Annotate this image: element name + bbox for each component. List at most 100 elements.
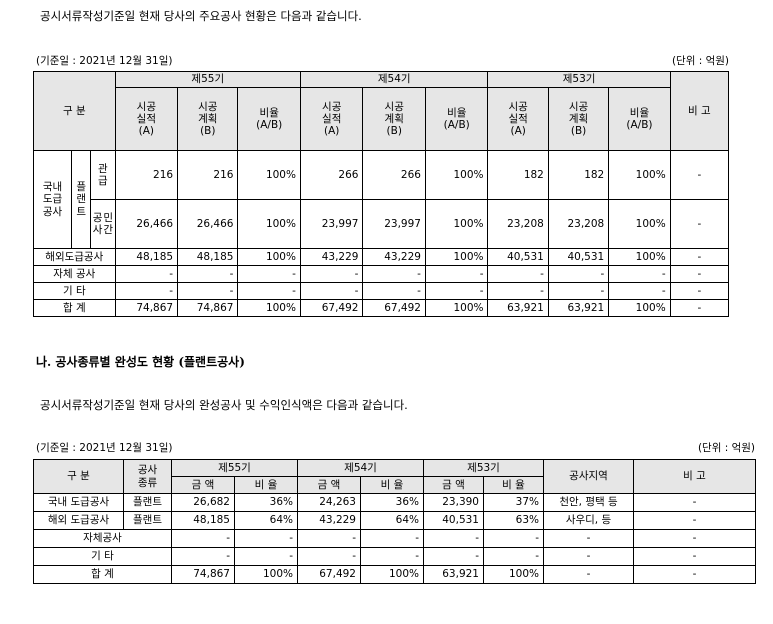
value-cell: - [299, 265, 364, 283]
value-cell: - [360, 529, 424, 548]
value-cell: - [424, 265, 489, 283]
region-cell: 사우디, 등 [543, 511, 634, 530]
value-cell: 100% [237, 299, 301, 317]
value-cell: 63,921 [547, 299, 610, 317]
row-label: 자체 공사 [33, 265, 116, 283]
value-cell: 48,185 [171, 511, 235, 530]
value-cell: - [114, 282, 179, 300]
subheader-cell: 비율 (A/B) [424, 87, 489, 151]
value-cell: - [171, 547, 235, 566]
value-cell: - [424, 282, 489, 300]
value-cell: 100% [608, 248, 671, 266]
value-cell: - [487, 282, 549, 300]
row-label: 기 타 [33, 547, 172, 566]
row-label: 기 타 [33, 282, 116, 300]
region-cell: 천안, 평택 등 [543, 493, 634, 512]
remarks-cell: - [669, 265, 730, 283]
section2-date-note: (기준일 : 2021년 12월 31일) [36, 442, 173, 454]
row-label: 해외도급공사 [33, 248, 116, 266]
amount-header: 금 액 [297, 476, 361, 494]
amount-header: 금 액 [423, 476, 484, 494]
value-cell: - [297, 529, 361, 548]
value-cell: - [177, 265, 239, 283]
category-header: 구 분 [33, 459, 124, 494]
value-cell: 43,229 [297, 511, 361, 530]
row-label: 자체공사 [33, 529, 172, 548]
remarks-cell: - [669, 199, 730, 249]
value-cell: 40,531 [487, 248, 549, 266]
period-header: 제55기 [171, 459, 298, 477]
value-cell: 36% [234, 493, 298, 512]
ratio-header: 비 율 [360, 476, 424, 494]
period-header: 제53기 [487, 71, 671, 88]
value-cell: 100% [234, 565, 298, 584]
domestic-label: 국내 도급 공사 [32, 150, 73, 249]
period-header: 제55기 [114, 71, 301, 88]
value-cell: - [297, 547, 361, 566]
remarks-cell: - [633, 547, 756, 566]
row-label: 해외 도급공사 [33, 511, 124, 530]
section2-unit-note: (단위 : 억원) [697, 442, 755, 454]
value-cell: - [547, 282, 610, 300]
value-cell: - [114, 265, 179, 283]
type-cell: 플랜트 [123, 493, 172, 512]
value-cell: 100% [424, 299, 489, 317]
section2-heading: 나. 공사종류별 완성도 현황 (플랜트공사) [36, 355, 245, 369]
subheader-cell: 시공 계획 (B) [547, 87, 610, 151]
region-cell: - [543, 547, 634, 566]
type-cell: 플랜트 [123, 511, 172, 530]
plant-label: 플 랜 트 [71, 150, 92, 249]
remarks-header: 비 고 [669, 71, 730, 151]
value-cell: 63,921 [487, 299, 549, 317]
row-label: 국내 도급공사 [33, 493, 124, 512]
construction-status-table: 구 분 제55기 제54기 제53기 비 고 시공 실적 (A) 시공 계획 (B… [32, 71, 730, 317]
region-header: 공사지역 [543, 459, 634, 494]
value-cell: 26,466 [177, 199, 239, 249]
subheader-cell: 시공 실적 (A) [114, 87, 179, 151]
value-cell: - [608, 265, 671, 283]
value-cell: 100% [360, 565, 424, 584]
subheader-cell: 시공 계획 (B) [362, 87, 426, 151]
value-cell: - [234, 529, 298, 548]
value-cell: 74,867 [177, 299, 239, 317]
category-header: 구 분 [33, 71, 116, 151]
value-cell: - [487, 265, 549, 283]
value-cell: 182 [487, 150, 549, 200]
value-cell: 100% [424, 150, 489, 200]
value-cell: - [362, 265, 426, 283]
value-cell: 63% [483, 511, 544, 530]
value-cell: 23,997 [362, 199, 426, 249]
value-cell: 74,867 [114, 299, 179, 317]
subheader-cell: 비율 (A/B) [608, 87, 671, 151]
period-header: 제54기 [299, 71, 489, 88]
subheader-cell: 시공 계획 (B) [177, 87, 239, 151]
subheader-cell: 시공 실적 (A) [487, 87, 549, 151]
value-cell: 26,682 [171, 493, 235, 512]
value-cell: 43,229 [299, 248, 364, 266]
value-cell: 266 [362, 150, 426, 200]
private-label-a: 공 사 [92, 211, 103, 236]
value-cell: - [299, 282, 364, 300]
section1-date-note: (기준일 : 2021년 12월 31일) [36, 55, 173, 67]
value-cell: 64% [360, 511, 424, 530]
period-header: 제54기 [297, 459, 424, 477]
subheader-cell: 비율 (A/B) [237, 87, 301, 151]
ratio-header: 비 율 [483, 476, 544, 494]
remarks-header: 비 고 [633, 459, 756, 494]
value-cell: 100% [237, 150, 301, 200]
value-cell: 40,531 [423, 511, 484, 530]
value-cell: - [483, 529, 544, 548]
value-cell: - [237, 265, 301, 283]
value-cell: 64% [234, 511, 298, 530]
value-cell: 67,492 [297, 565, 361, 584]
value-cell: 100% [483, 565, 544, 584]
value-cell: - [608, 282, 671, 300]
value-cell: 23,208 [547, 199, 610, 249]
value-cell: - [171, 529, 235, 548]
ratio-header: 비 율 [234, 476, 298, 494]
row-label: 합 계 [33, 565, 172, 584]
value-cell: - [423, 547, 484, 566]
remarks-cell: - [669, 282, 730, 300]
